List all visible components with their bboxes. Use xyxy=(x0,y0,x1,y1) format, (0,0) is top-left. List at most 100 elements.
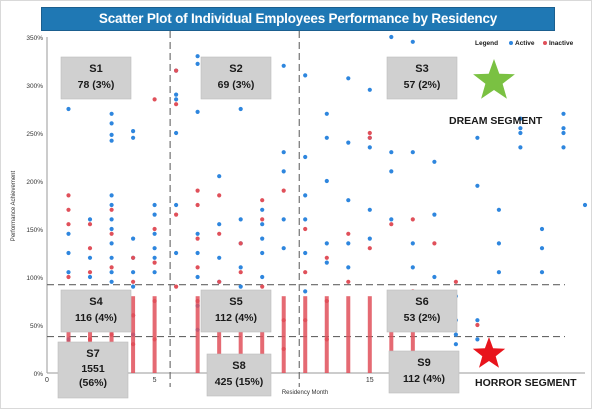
data-point-active xyxy=(174,92,179,97)
data-point-inactive xyxy=(260,217,265,222)
data-point-active xyxy=(109,279,114,284)
data-point-active xyxy=(109,270,114,275)
data-point-inactive xyxy=(389,222,394,227)
segment-box xyxy=(57,341,129,399)
data-point-active xyxy=(324,135,329,140)
data-point-active xyxy=(66,250,71,256)
segment-box xyxy=(386,289,458,333)
segment-count: 57 (2%) xyxy=(404,79,441,91)
data-point-active xyxy=(195,61,200,66)
data-point-inactive xyxy=(303,270,308,275)
segment-label: S7 xyxy=(86,348,99,360)
segment-count: 1551 xyxy=(81,363,105,375)
data-point-active xyxy=(109,132,114,137)
data-point-active xyxy=(109,121,114,126)
data-point-active xyxy=(217,174,222,179)
data-point-active xyxy=(195,109,200,114)
data-point-inactive xyxy=(87,270,93,275)
data-point-active xyxy=(281,150,286,155)
data-point-active xyxy=(260,274,265,280)
data-point-active xyxy=(109,241,114,246)
data-point-inactive xyxy=(66,207,71,212)
data-point-active xyxy=(303,250,308,256)
y-tick-label-1: 50% xyxy=(30,323,43,330)
data-point-active xyxy=(152,270,157,275)
data-point-active xyxy=(346,76,351,81)
segment-label: S3 xyxy=(415,63,428,75)
data-point-active xyxy=(410,241,415,246)
data-point-inactive xyxy=(109,265,114,270)
data-point-active xyxy=(195,274,200,280)
data-point-inactive xyxy=(217,193,222,198)
data-point-inactive xyxy=(87,222,93,227)
data-point-active xyxy=(539,246,545,251)
data-point-inactive xyxy=(66,222,71,227)
data-point-active xyxy=(432,159,437,164)
segment-box xyxy=(206,353,272,397)
data-point-inactive xyxy=(152,97,157,102)
data-point-active xyxy=(66,106,71,112)
data-point-active xyxy=(367,87,372,92)
dense-column-inactive xyxy=(324,296,329,373)
data-point-active xyxy=(152,231,157,236)
data-point-active xyxy=(561,130,566,136)
data-point-inactive xyxy=(367,130,372,136)
data-point-inactive xyxy=(346,279,351,284)
data-point-active xyxy=(281,246,286,251)
star-icon xyxy=(472,337,506,368)
data-point-inactive xyxy=(174,212,179,217)
data-point-active xyxy=(217,255,222,260)
data-point-active xyxy=(152,246,157,251)
data-point-active xyxy=(496,270,501,275)
data-point-inactive xyxy=(66,274,71,280)
dense-column-inactive xyxy=(66,296,71,373)
data-point-active xyxy=(281,63,286,68)
data-point-active xyxy=(260,250,265,256)
dense-column-inactive xyxy=(260,296,265,373)
data-point-active xyxy=(539,270,545,275)
data-point-inactive xyxy=(260,284,265,289)
data-point-active xyxy=(109,193,114,198)
segment-s4: S4 116 (4%) xyxy=(60,289,132,333)
data-point-inactive xyxy=(66,193,71,198)
data-point-inactive xyxy=(109,231,114,236)
data-point-active xyxy=(324,241,329,246)
data-point-inactive xyxy=(238,270,243,275)
segment-s8: S8 425 (15%) xyxy=(206,353,272,397)
segment-count: 78 (3%) xyxy=(78,79,115,91)
segment-label: S8 xyxy=(232,360,245,372)
dense-column-inactive xyxy=(346,296,351,373)
data-point-active xyxy=(324,178,329,184)
legend-marker-active xyxy=(509,41,513,45)
y-tick-label-6: 300% xyxy=(26,83,43,90)
dense-column-inactive xyxy=(303,296,308,373)
annotation-horror-segment: HORROR SEGMENT xyxy=(475,377,577,389)
data-point-active xyxy=(475,135,480,140)
y-tick-label-0: 0% xyxy=(34,371,44,378)
segment-label: S6 xyxy=(415,296,428,308)
data-point-inactive xyxy=(281,188,286,193)
dense-column-inactive xyxy=(152,296,157,373)
data-point-active xyxy=(389,169,394,174)
dense-column-inactive xyxy=(109,296,114,373)
data-point-active xyxy=(475,183,480,188)
data-point-active xyxy=(367,236,372,241)
data-point-inactive xyxy=(174,102,179,107)
data-point-active xyxy=(195,231,200,236)
data-point-inactive xyxy=(260,198,265,203)
data-point-active xyxy=(410,265,415,270)
data-point-active xyxy=(281,217,286,222)
segment-label: S2 xyxy=(229,63,242,75)
data-point-active xyxy=(195,250,200,256)
data-point-active xyxy=(174,130,179,136)
data-point-active xyxy=(131,270,136,275)
dense-column-inactive xyxy=(367,296,372,373)
data-point-active xyxy=(152,202,157,208)
data-point-active xyxy=(346,198,351,203)
segment-box xyxy=(60,56,132,100)
data-point-inactive xyxy=(432,241,437,246)
data-point-active xyxy=(260,222,265,227)
data-point-active xyxy=(561,111,566,116)
data-point-active xyxy=(582,202,588,208)
